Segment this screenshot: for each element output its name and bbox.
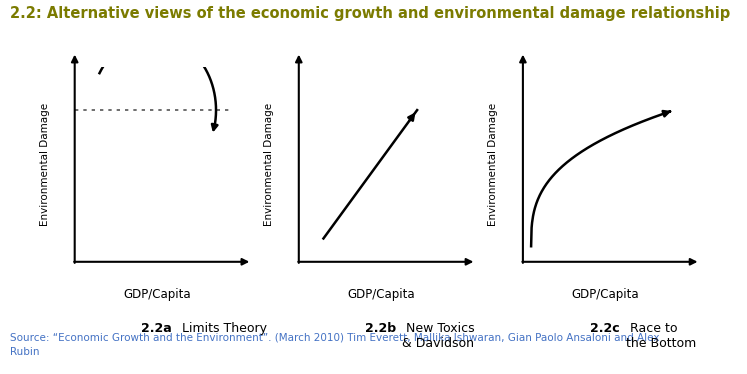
Text: GDP/Capita: GDP/Capita <box>123 288 190 301</box>
Text: Environmental Damage: Environmental Damage <box>489 103 498 226</box>
Text: Source: “Economic Growth and the Environment”. (March 2010) Tim Everett, Mallika: Source: “Economic Growth and the Environ… <box>10 332 659 342</box>
Text: Rubin: Rubin <box>10 347 39 357</box>
Text: 2.2a: 2.2a <box>141 322 173 335</box>
Text: New Toxics
& Davidson: New Toxics & Davidson <box>402 322 474 350</box>
Text: Environmental Damage: Environmental Damage <box>40 103 50 226</box>
Text: 2.2: Alternative views of the economic growth and environmental damage relations: 2.2: Alternative views of the economic g… <box>10 6 730 21</box>
Text: GDP/Capita: GDP/Capita <box>347 288 415 301</box>
Text: Race to
the Bottom: Race to the Bottom <box>626 322 696 350</box>
Text: Environmental Damage: Environmental Damage <box>264 103 274 226</box>
Text: 2.2c: 2.2c <box>590 322 620 335</box>
Text: GDP/Capita: GDP/Capita <box>571 288 639 301</box>
Text: 2.2b: 2.2b <box>365 322 397 335</box>
Text: Limits Theory: Limits Theory <box>178 322 267 335</box>
